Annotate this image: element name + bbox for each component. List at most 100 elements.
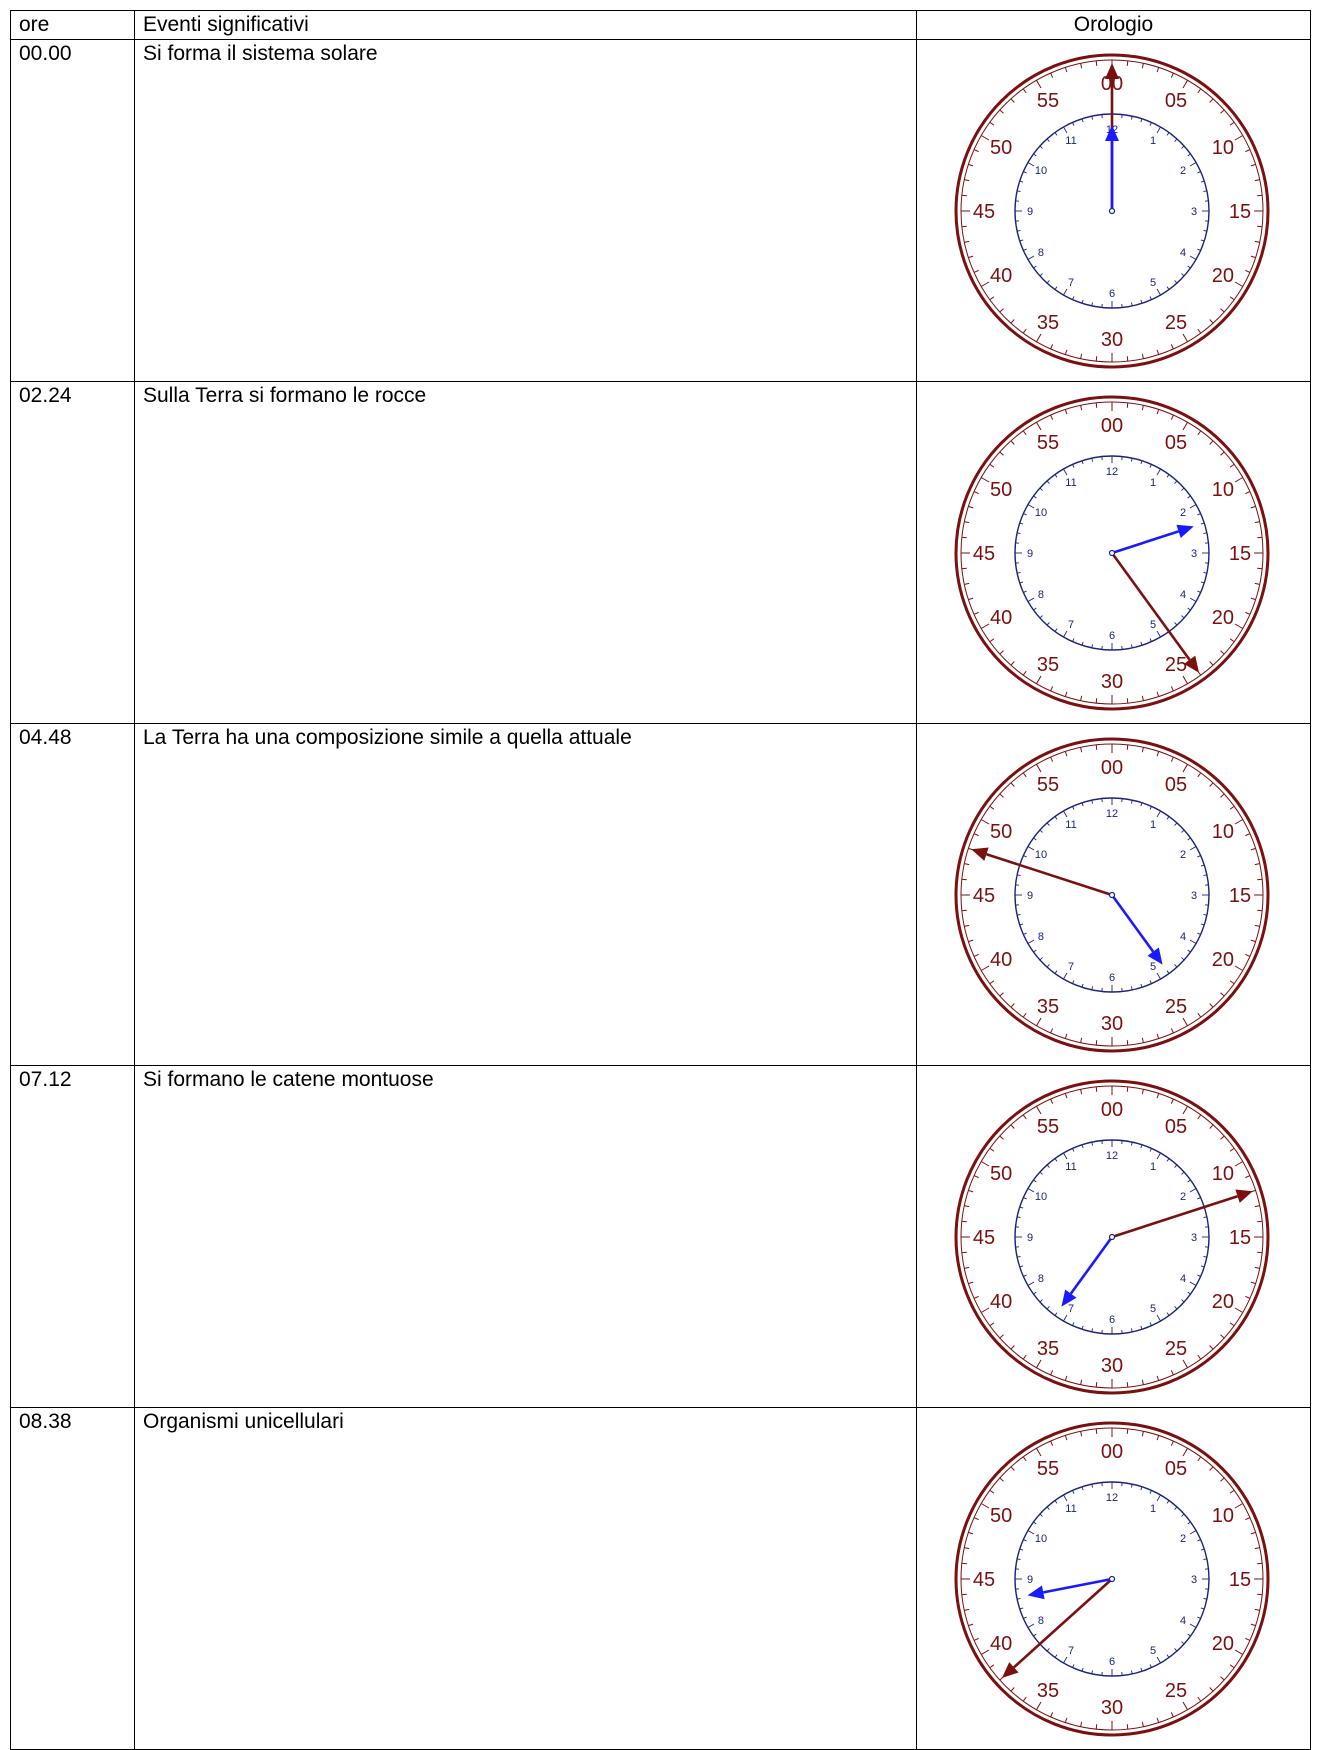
hour-label: 11 xyxy=(1065,1161,1076,1173)
hour-label: 8 xyxy=(1038,247,1044,259)
row-event: Si forma il sistema solare xyxy=(135,40,917,382)
minute-label: 45 xyxy=(973,885,995,907)
minute-label: 40 xyxy=(990,265,1012,287)
hour-label: 9 xyxy=(1027,548,1033,560)
minute-label: 15 xyxy=(1229,1569,1251,1591)
minute-label: 30 xyxy=(1101,1355,1123,1377)
minute-label: 45 xyxy=(973,1227,995,1249)
minute-label: 50 xyxy=(990,1505,1012,1527)
row-event: La Terra ha una composizione simile a qu… xyxy=(135,724,917,1066)
hour-label: 4 xyxy=(1180,1615,1186,1627)
minute-label: 50 xyxy=(990,821,1012,843)
row-event: Sulla Terra si formano le rocce xyxy=(135,382,917,724)
minute-label: 25 xyxy=(1165,654,1187,676)
hour-label: 2 xyxy=(1180,507,1186,519)
minute-label: 10 xyxy=(1212,1163,1234,1185)
minute-label: 55 xyxy=(1037,774,1059,796)
minute-label: 40 xyxy=(990,949,1012,971)
minute-label: 20 xyxy=(1212,949,1234,971)
minute-label: 10 xyxy=(1212,137,1234,159)
row-event: Si formano le catene montuose xyxy=(135,1066,917,1408)
hour-label: 3 xyxy=(1191,1574,1197,1586)
minute-label: 30 xyxy=(1101,1697,1123,1719)
hour-label: 1 xyxy=(1150,819,1156,831)
hour-label: 5 xyxy=(1150,1645,1156,1657)
minute-label: 25 xyxy=(1165,1680,1187,1702)
minute-label: 50 xyxy=(990,479,1012,501)
hour-label: 3 xyxy=(1191,1232,1197,1244)
minute-label: 35 xyxy=(1037,996,1059,1018)
minute-label: 15 xyxy=(1229,885,1251,907)
row-time: 02.24 xyxy=(11,382,135,724)
hour-label: 8 xyxy=(1038,1615,1044,1627)
minute-label: 35 xyxy=(1037,654,1059,676)
hour-label: 2 xyxy=(1180,165,1186,177)
hour-label: 9 xyxy=(1027,206,1033,218)
row-event: Organismi unicellulari xyxy=(135,1408,917,1750)
hour-label: 10 xyxy=(1035,165,1047,177)
minute-label: 40 xyxy=(990,1633,1012,1655)
minute-label: 00 xyxy=(1101,1099,1123,1121)
row-time: 00.00 xyxy=(11,40,135,382)
hour-label: 5 xyxy=(1150,277,1156,289)
hour-label: 12 xyxy=(1106,808,1118,820)
clock-center xyxy=(1110,1577,1115,1582)
hour-label: 12 xyxy=(1106,1492,1118,1504)
hour-label: 6 xyxy=(1109,1314,1115,1326)
minute-label: 55 xyxy=(1037,1458,1059,1480)
minute-label: 05 xyxy=(1165,1458,1187,1480)
minute-label: 15 xyxy=(1229,201,1251,223)
hour-label: 1 xyxy=(1150,135,1156,147)
header-time: ore xyxy=(11,11,135,40)
minute-label: 05 xyxy=(1165,774,1187,796)
minute-label: 40 xyxy=(990,607,1012,629)
minute-label: 10 xyxy=(1212,821,1234,843)
minute-label: 55 xyxy=(1037,1116,1059,1138)
hour-label: 12 xyxy=(1106,466,1118,478)
hour-label: 2 xyxy=(1180,1533,1186,1545)
table-header-row: ore Eventi significativi Orologio xyxy=(11,11,1311,40)
minute-label: 20 xyxy=(1212,1633,1234,1655)
hour-label: 7 xyxy=(1068,277,1074,289)
minute-label: 05 xyxy=(1165,1116,1187,1138)
hour-label: 11 xyxy=(1065,819,1076,831)
hour-label: 10 xyxy=(1035,507,1047,519)
hour-label: 3 xyxy=(1191,206,1197,218)
minute-label: 35 xyxy=(1037,1338,1059,1360)
hour-label: 1 xyxy=(1150,1503,1156,1515)
table-row: 04.48 La Terra ha una composizione simil… xyxy=(11,724,1311,1066)
minute-label: 30 xyxy=(1101,329,1123,351)
hour-label: 1 xyxy=(1150,477,1156,489)
hour-label: 7 xyxy=(1068,1303,1074,1315)
hour-label: 6 xyxy=(1109,1656,1115,1668)
hour-label: 2 xyxy=(1180,1191,1186,1203)
hour-label: 7 xyxy=(1068,619,1074,631)
hour-label: 1 xyxy=(1150,1161,1156,1173)
clock-center xyxy=(1110,551,1115,556)
minute-label: 45 xyxy=(973,201,995,223)
minute-label: 25 xyxy=(1165,996,1187,1018)
minute-label: 55 xyxy=(1037,90,1059,112)
hour-label: 4 xyxy=(1180,247,1186,259)
minute-label: 45 xyxy=(973,543,995,565)
minute-label: 25 xyxy=(1165,312,1187,334)
hour-label: 9 xyxy=(1027,1574,1033,1586)
minute-label: 20 xyxy=(1212,1291,1234,1313)
hour-label: 10 xyxy=(1035,1533,1047,1545)
hour-label: 9 xyxy=(1027,1232,1033,1244)
hour-label: 6 xyxy=(1109,630,1115,642)
minute-label: 05 xyxy=(1165,432,1187,454)
minute-label: 55 xyxy=(1037,432,1059,454)
hour-label: 11 xyxy=(1065,135,1076,147)
hour-label: 8 xyxy=(1038,931,1044,943)
minute-label: 20 xyxy=(1212,265,1234,287)
minute-label: 00 xyxy=(1101,757,1123,779)
minute-label: 15 xyxy=(1229,1227,1251,1249)
